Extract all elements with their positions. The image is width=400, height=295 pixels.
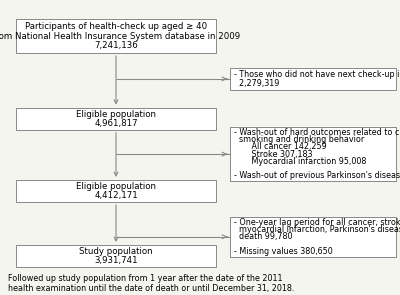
FancyBboxPatch shape bbox=[230, 68, 396, 90]
Text: From National Health Insurance System database in 2009: From National Health Insurance System da… bbox=[0, 32, 240, 41]
Text: Stroke 307,183: Stroke 307,183 bbox=[234, 150, 312, 159]
Text: Participants of health-check up aged ≥ 40: Participants of health-check up aged ≥ 4… bbox=[25, 22, 207, 31]
FancyBboxPatch shape bbox=[16, 108, 216, 130]
Text: 4,412,171: 4,412,171 bbox=[94, 191, 138, 200]
Text: Followed up study population from 1 year after the date of the 2011
health exami: Followed up study population from 1 year… bbox=[8, 274, 294, 293]
Text: - Those who did not have next check-up in 2 years: - Those who did not have next check-up i… bbox=[234, 70, 400, 79]
Text: - One-year lag period for all cancer, stroke,: - One-year lag period for all cancer, st… bbox=[234, 218, 400, 227]
FancyBboxPatch shape bbox=[16, 245, 216, 267]
Text: Eligible population: Eligible population bbox=[76, 182, 156, 191]
Text: 7,241,136: 7,241,136 bbox=[94, 41, 138, 50]
FancyBboxPatch shape bbox=[230, 127, 396, 181]
Text: smoking and drinking behavior: smoking and drinking behavior bbox=[234, 135, 364, 144]
FancyBboxPatch shape bbox=[16, 180, 216, 202]
Text: 4,961,817: 4,961,817 bbox=[94, 119, 138, 128]
Text: myocardial infarction, Parkinson's disease, and: myocardial infarction, Parkinson's disea… bbox=[234, 225, 400, 234]
Text: Study population: Study population bbox=[79, 247, 153, 256]
Text: death 99,780: death 99,780 bbox=[234, 232, 292, 241]
Text: 3,931,741: 3,931,741 bbox=[94, 256, 138, 265]
Text: - Wash-out of hard outcomes related to changes of: - Wash-out of hard outcomes related to c… bbox=[234, 128, 400, 137]
Text: 2,279,319: 2,279,319 bbox=[234, 79, 279, 88]
Text: All cancer 142,259: All cancer 142,259 bbox=[234, 142, 327, 151]
Text: - Wash-out of previous Parkinson's disease 5,196: - Wash-out of previous Parkinson's disea… bbox=[234, 171, 400, 180]
Text: - Missing values 380,650: - Missing values 380,650 bbox=[234, 247, 333, 255]
Text: Eligible population: Eligible population bbox=[76, 110, 156, 119]
FancyBboxPatch shape bbox=[230, 217, 396, 257]
FancyBboxPatch shape bbox=[16, 19, 216, 53]
Text: Myocardial infarction 95,008: Myocardial infarction 95,008 bbox=[234, 157, 366, 166]
